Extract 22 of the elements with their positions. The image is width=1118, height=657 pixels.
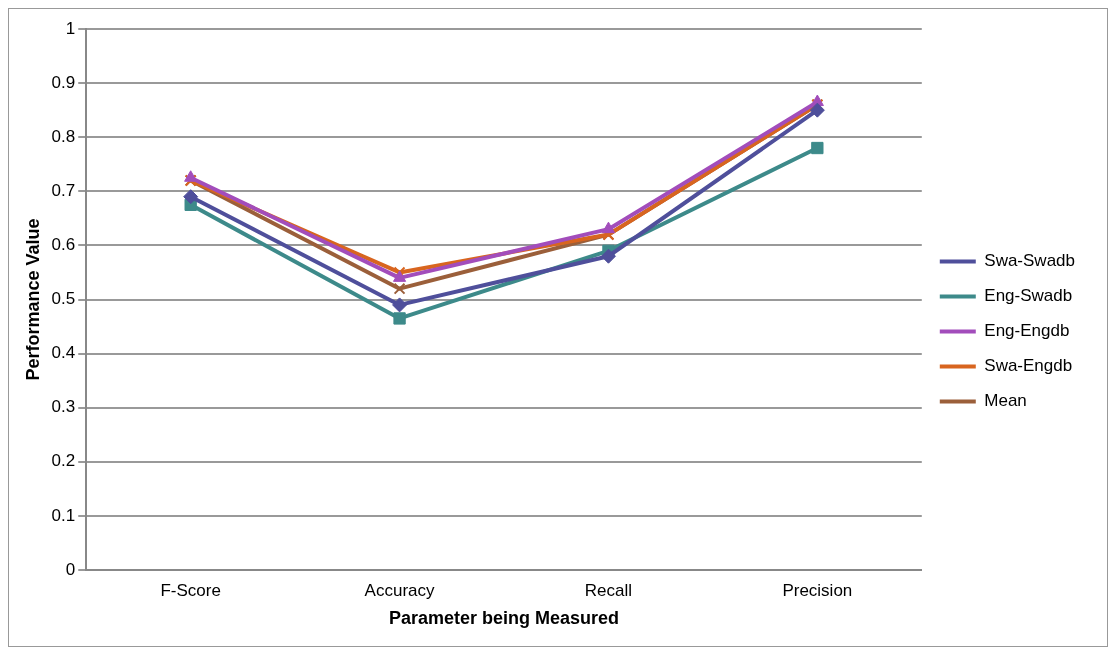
x-axis-title: Parameter being Measured: [388, 608, 620, 629]
y-tick-label: 0.1: [51, 505, 76, 525]
legend-label: Swa-Engdb: [984, 356, 1073, 376]
x-tick-label: Accuracy: [364, 580, 436, 600]
y-tick-label: 0.6: [51, 235, 76, 255]
y-axis-title: Performance Value: [22, 218, 43, 381]
legend-label: Swa-Swadb: [984, 251, 1076, 271]
y-tick-label: 0.2: [51, 451, 76, 471]
x-tick-label: F-Score: [160, 580, 221, 600]
x-tick-label: Precision: [782, 580, 853, 600]
legend-label: Eng-Engdb: [984, 321, 1070, 341]
x-tick-label: Recall: [584, 580, 633, 600]
y-tick-label: 0.3: [51, 397, 76, 417]
legend-label: Mean: [984, 391, 1027, 411]
y-tick-label: 1: [65, 18, 76, 38]
y-tick-label: 0.7: [51, 180, 76, 200]
y-tick-label: 0.4: [51, 343, 76, 363]
y-tick-label: 0: [65, 559, 76, 579]
y-tick-label: 0.8: [51, 126, 76, 146]
y-tick-label: 0.9: [51, 72, 76, 92]
y-tick-label: 0.5: [51, 289, 76, 309]
legend-label: Eng-Swadb: [984, 286, 1073, 306]
